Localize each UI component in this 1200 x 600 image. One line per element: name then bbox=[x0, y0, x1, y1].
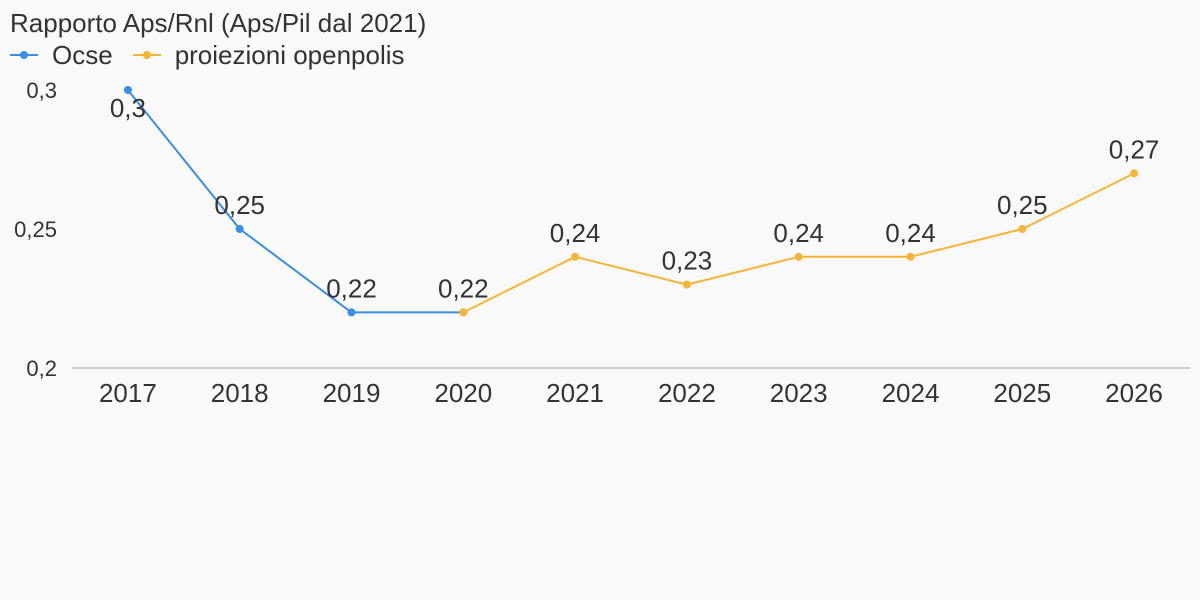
data-point bbox=[235, 225, 244, 233]
data-point bbox=[794, 252, 803, 261]
data-label: 0,24 bbox=[550, 218, 601, 248]
legend: Ocse proiezioni openpolis bbox=[10, 40, 405, 70]
data-label: 0,24 bbox=[885, 218, 936, 248]
x-tick-label: 2024 bbox=[882, 378, 940, 408]
data-point bbox=[347, 308, 356, 317]
y-tick-label: 0,2 bbox=[26, 356, 57, 381]
legend-label-proiezioni-openpolis: proiezioni openpolis bbox=[174, 39, 405, 70]
x-tick-label: 2017 bbox=[99, 378, 157, 408]
x-tick-label: 2021 bbox=[546, 378, 604, 408]
x-tick-label: 2025 bbox=[993, 378, 1051, 408]
legend-swatch-proiezioni-icon bbox=[132, 48, 161, 62]
data-point bbox=[1018, 225, 1027, 233]
data-point bbox=[1130, 169, 1139, 178]
data-point bbox=[682, 280, 691, 289]
x-tick-label: 2018 bbox=[211, 378, 269, 408]
data-label: 0,3 bbox=[110, 93, 146, 123]
data-point bbox=[459, 308, 468, 317]
data-label: 0,25 bbox=[997, 190, 1048, 220]
x-tick-label: 2026 bbox=[1105, 378, 1163, 408]
data-label: 0,22 bbox=[326, 273, 377, 303]
x-tick-label: 2020 bbox=[434, 378, 492, 408]
data-label: 0,25 bbox=[214, 190, 265, 220]
legend-label-ocse: Ocse bbox=[52, 39, 113, 70]
data-point bbox=[123, 86, 132, 94]
x-tick-label: 2019 bbox=[323, 378, 381, 408]
chart-title: Rapporto Aps/Rnl (Aps/Pil dal 2021) bbox=[10, 8, 427, 38]
legend-item-proiezioni-openpolis[interactable]: proiezioni openpolis bbox=[132, 39, 405, 71]
legend-item-ocse[interactable]: Ocse bbox=[10, 40, 113, 71]
y-tick-label: 0,25 bbox=[14, 217, 57, 242]
y-tick-label: 0,3 bbox=[26, 78, 57, 103]
x-tick-label: 2023 bbox=[770, 378, 828, 408]
series-line-0 bbox=[127, 89, 464, 314]
data-point bbox=[906, 252, 915, 261]
data-label: 0,27 bbox=[1109, 134, 1160, 164]
legend-swatch-ocse-icon bbox=[10, 48, 38, 62]
x-tick-label: 2022 bbox=[658, 378, 716, 408]
data-point bbox=[571, 252, 580, 261]
data-label: 0,24 bbox=[773, 218, 824, 248]
data-label: 0,23 bbox=[662, 246, 713, 276]
data-label: 0,22 bbox=[438, 273, 489, 303]
